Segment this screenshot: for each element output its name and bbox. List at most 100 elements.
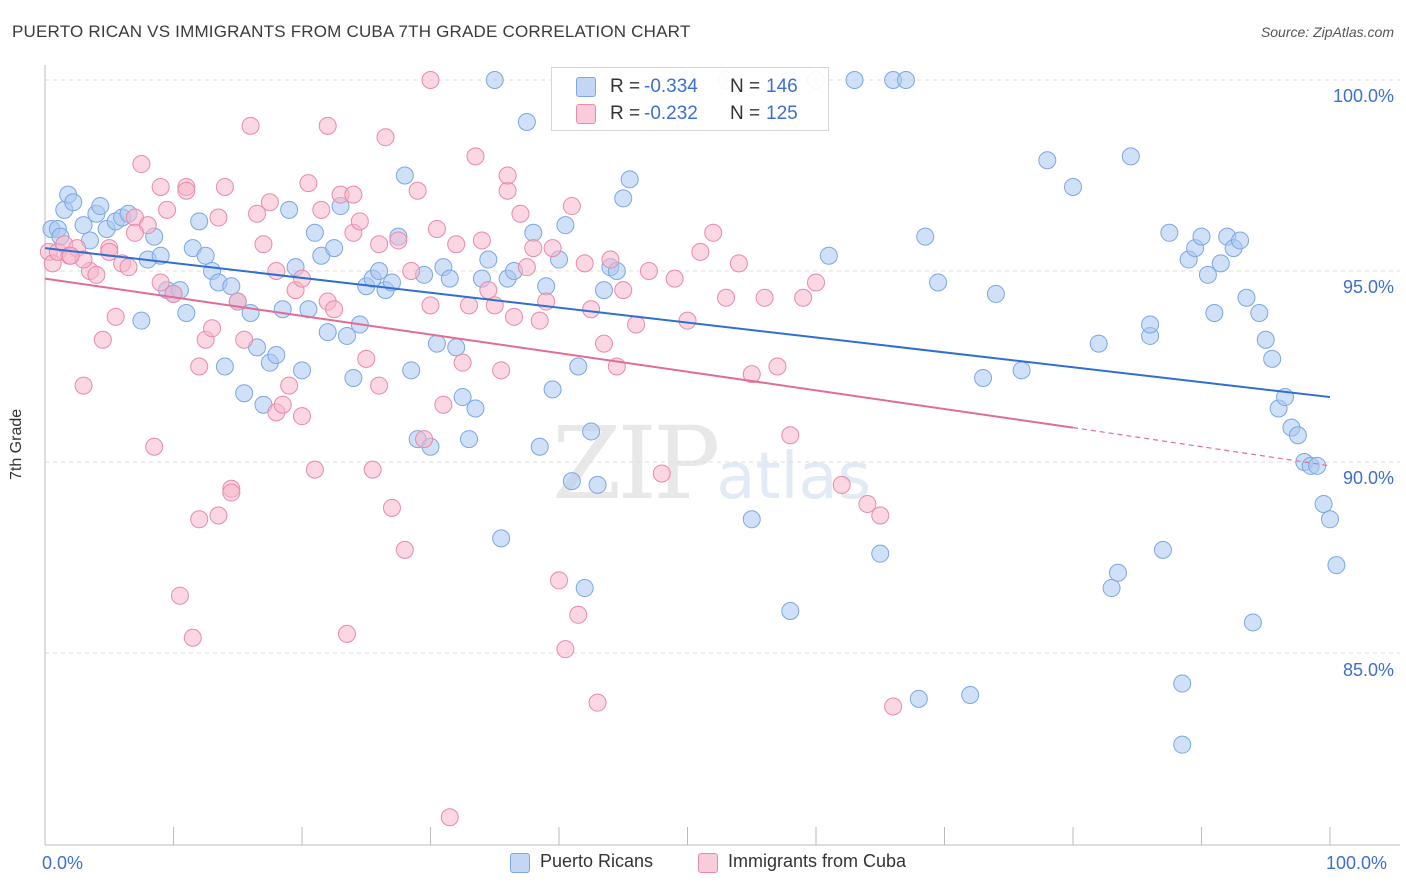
point-puerto-ricans-66 (466, 399, 485, 418)
point-puerto-ricans-76 (537, 277, 556, 296)
point-puerto-ricans-41 (305, 223, 324, 242)
point-puerto-ricans-129 (1243, 613, 1262, 632)
point-cuba-38 (280, 376, 299, 395)
n-value: 146 (766, 76, 798, 97)
point-cuba-43 (312, 200, 331, 219)
point-cuba-66 (460, 296, 479, 315)
point-cuba-105 (807, 273, 825, 292)
point-cuba-90 (614, 281, 633, 300)
legend-swatch-immigrants-from-cuba (698, 853, 718, 873)
point-cuba-86 (588, 693, 607, 712)
point-puerto-ricans-77 (543, 380, 562, 399)
point-puerto-ricans-23 (190, 212, 209, 231)
point-cuba-108 (871, 506, 890, 525)
point-puerto-ricans-64 (453, 388, 472, 407)
point-puerto-ricans-132 (1263, 349, 1282, 368)
point-puerto-ricans-63 (447, 338, 466, 357)
point-puerto-ricans-96 (845, 71, 864, 89)
point-cuba-13 (119, 258, 138, 277)
point-cuba-73 (505, 307, 524, 326)
point-puerto-ricans-69 (485, 71, 504, 89)
point-cuba-116 (151, 273, 170, 292)
point-puerto-ricans-107 (1038, 151, 1057, 170)
chart-title: PUERTO RICAN VS IMMIGRANTS FROM CUBA 7TH… (12, 22, 691, 41)
point-cuba-33 (248, 204, 267, 223)
point-cuba-97 (704, 223, 723, 242)
point-puerto-ricans-24 (196, 246, 215, 265)
point-cuba-101 (755, 288, 774, 307)
point-cuba-93 (652, 464, 671, 483)
point-cuba-42 (305, 460, 324, 479)
point-cuba-91 (627, 315, 646, 334)
point-cuba-109 (884, 697, 903, 716)
point-cuba-19 (158, 200, 177, 219)
point-cuba-75 (517, 258, 536, 277)
point-puerto-ricans-108 (1064, 177, 1082, 196)
point-cuba-8 (87, 265, 106, 284)
point-puerto-ricans-111 (1108, 563, 1127, 582)
point-puerto-ricans-100 (909, 689, 928, 708)
point-puerto-ricans-36 (273, 300, 292, 319)
series-immigrants-from-cuba (39, 71, 903, 827)
y-tick-label-90: 90.0% (1342, 468, 1394, 488)
point-cuba-51 (363, 460, 382, 479)
point-cuba-103 (781, 426, 800, 445)
point-cuba-114 (222, 483, 241, 502)
point-cuba-28 (215, 177, 234, 196)
point-puerto-ricans-89 (620, 170, 639, 189)
point-puerto-ricans-79 (556, 216, 575, 235)
point-puerto-ricans-73 (517, 113, 536, 132)
point-cuba-60 (421, 296, 440, 315)
point-puerto-ricans-123 (1205, 304, 1224, 323)
point-cuba-110 (421, 71, 440, 89)
point-cuba-121 (177, 181, 196, 200)
point-puerto-ricans-68 (479, 250, 498, 269)
point-puerto-ricans-101 (916, 227, 935, 246)
point-cuba-45 (325, 300, 344, 319)
point-cuba-57 (402, 262, 421, 280)
point-puerto-ricans-127 (1231, 231, 1250, 250)
point-puerto-ricans-88 (614, 189, 633, 208)
point-puerto-ricans-112 (1121, 147, 1140, 166)
point-puerto-ricans-44 (325, 239, 344, 258)
point-cuba-120 (125, 223, 144, 242)
point-puerto-ricans-140 (1314, 495, 1333, 514)
point-puerto-ricans-117 (1173, 674, 1192, 693)
point-cuba-67 (466, 147, 485, 166)
point-cuba-113 (267, 262, 286, 280)
watermark-zip: ZIP (552, 405, 720, 522)
point-puerto-ricans-121 (1192, 227, 1211, 246)
point-cuba-59 (415, 430, 434, 449)
point-cuba-92 (639, 262, 658, 280)
n-label: N = (730, 76, 761, 97)
point-cuba-31 (235, 330, 254, 349)
point-cuba-84 (575, 254, 594, 273)
point-puerto-ricans-62 (440, 269, 459, 288)
point-puerto-ricans-27 (215, 357, 234, 376)
point-cuba-54 (382, 498, 401, 517)
point-cuba-102 (768, 357, 787, 376)
point-cuba-98 (717, 288, 736, 307)
point-puerto-ricans-53 (382, 273, 401, 292)
y-tick-label-85: 85.0% (1342, 660, 1394, 680)
point-puerto-ricans-115 (1153, 540, 1172, 559)
point-puerto-ricans-83 (582, 422, 601, 441)
point-cuba-37 (273, 395, 292, 414)
point-cuba-76 (524, 239, 543, 258)
point-puerto-ricans-128 (1237, 288, 1256, 307)
r-value: -0.334 (644, 76, 698, 97)
trend-lines (44, 247, 1331, 467)
point-cuba-49 (350, 212, 369, 231)
trend-extension-immigrants-from-cuba (1072, 427, 1331, 467)
point-cuba-68 (472, 231, 491, 250)
point-puerto-ricans-14 (132, 311, 151, 330)
point-puerto-ricans-93 (781, 601, 800, 620)
point-cuba-21 (170, 586, 189, 605)
point-cuba-69 (479, 281, 498, 300)
point-puerto-ricans-70 (492, 529, 511, 548)
point-puerto-ricans-17 (151, 246, 170, 265)
r-label: R = (610, 103, 641, 124)
point-puerto-ricans-55 (395, 166, 414, 185)
point-cuba-27 (209, 506, 228, 525)
